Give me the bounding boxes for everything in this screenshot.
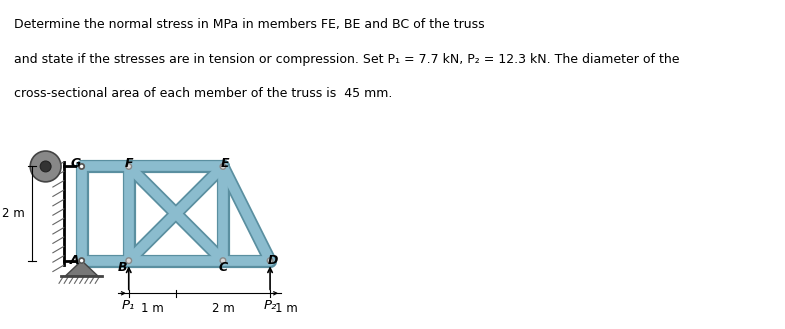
Circle shape (79, 164, 84, 169)
Circle shape (267, 258, 273, 264)
Circle shape (220, 258, 226, 264)
Text: and state if the stresses are in tension or compression. Set P₁ = 7.7 kN, P₂ = 1: and state if the stresses are in tension… (14, 53, 680, 66)
Text: D: D (268, 254, 279, 267)
Text: 1 m: 1 m (275, 302, 298, 315)
Circle shape (79, 258, 84, 263)
Text: 2 m: 2 m (2, 207, 25, 220)
Text: 1 m: 1 m (141, 302, 164, 315)
Circle shape (78, 164, 85, 169)
Text: 2 m: 2 m (212, 302, 235, 315)
Circle shape (31, 151, 61, 182)
Circle shape (40, 161, 51, 172)
Text: C: C (218, 261, 228, 274)
Text: E: E (221, 157, 229, 170)
Circle shape (78, 258, 85, 264)
Circle shape (126, 258, 132, 264)
Text: G: G (71, 157, 81, 170)
Circle shape (220, 164, 226, 169)
Polygon shape (65, 261, 98, 276)
Text: A: A (70, 254, 80, 267)
Text: P₁: P₁ (122, 299, 136, 312)
Text: P₂: P₂ (264, 299, 277, 312)
Text: Determine the normal stress in MPa in members FE, BE and BC of the truss: Determine the normal stress in MPa in me… (14, 18, 485, 31)
Text: B: B (118, 261, 127, 274)
Text: cross-sectional area of each member of the truss is  45 mm.: cross-sectional area of each member of t… (14, 87, 392, 100)
Circle shape (126, 164, 132, 169)
Text: F: F (125, 157, 133, 170)
